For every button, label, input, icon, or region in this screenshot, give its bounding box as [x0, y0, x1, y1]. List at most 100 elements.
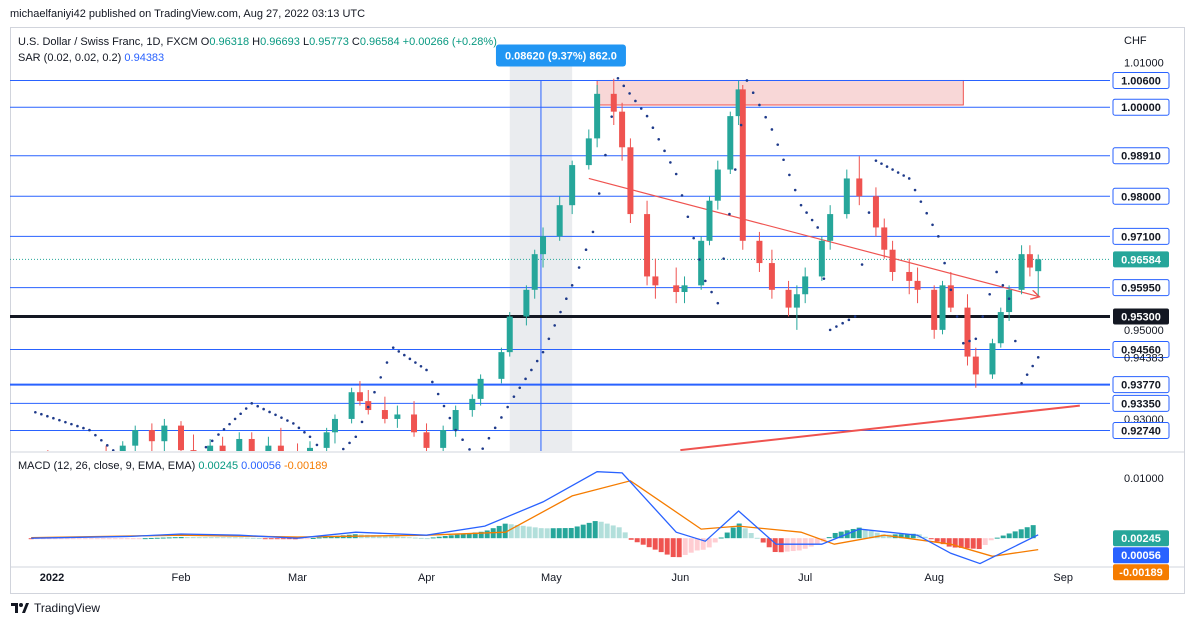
measure-label: 0.08620 (9.37%) 862.0 — [495, 44, 626, 67]
macd-hist-bar — [514, 525, 520, 539]
sar-dot — [805, 211, 808, 214]
macd-hist-bar — [100, 538, 106, 540]
macd-hist-bar — [850, 528, 856, 539]
macd-hist-bar — [658, 538, 664, 553]
macd-hist-bar — [226, 537, 232, 539]
candle-body — [889, 249, 896, 272]
candle — [452, 405, 459, 437]
sar-dot — [1014, 339, 1017, 343]
sar-dot — [397, 350, 401, 353]
macd-hist-bar — [778, 538, 784, 553]
candle — [585, 129, 592, 170]
macd-hist-bar — [484, 530, 490, 539]
sar-dot — [891, 168, 894, 171]
sar-dot — [860, 263, 864, 266]
macd-hist-bar — [292, 538, 298, 540]
candle-body — [265, 445, 272, 451]
macd-hist-bar — [154, 537, 160, 539]
candle-body — [610, 93, 617, 112]
publisher-line: michaelfaniyi42 published on TradingView… — [10, 8, 366, 20]
macd-hist-bar — [442, 536, 448, 539]
macd-hist-bar — [970, 538, 976, 549]
sar-dot — [716, 301, 720, 305]
macd-hist-bar — [538, 528, 544, 539]
level-badge: 0.93770 — [1112, 376, 1170, 394]
sar-dot — [565, 297, 568, 300]
sar-dot — [419, 364, 423, 368]
candle-body — [394, 414, 401, 419]
macd-hist-bar — [580, 524, 586, 539]
sar-dot — [303, 430, 306, 434]
sar-dot — [142, 466, 145, 469]
macd-hist-bar — [880, 534, 886, 539]
sar-dot — [442, 404, 446, 408]
sar-dot — [1020, 382, 1023, 385]
candle — [972, 347, 979, 388]
sar-dot — [745, 79, 749, 82]
sar-dot — [239, 412, 242, 416]
sar-dot — [124, 459, 127, 462]
macd-hist-bar — [436, 536, 442, 539]
macd-hist-bar — [310, 538, 316, 540]
macd-hist-bar — [946, 538, 952, 547]
sar-dot — [902, 174, 905, 177]
sar-dot — [788, 173, 791, 177]
candle — [74, 452, 80, 481]
candle-body — [323, 432, 330, 448]
macd-hist-bar — [1006, 533, 1012, 539]
sar-dot — [148, 467, 151, 470]
open-label: O — [200, 36, 210, 48]
candle — [411, 401, 418, 437]
macd-hist-bar — [586, 522, 592, 539]
candle — [47, 450, 49, 451]
sar-dot — [751, 91, 755, 95]
macd-hist-bar — [148, 537, 154, 539]
macd-hist-bar — [664, 538, 670, 555]
sar-dot — [622, 84, 626, 88]
sar-dot — [262, 407, 265, 411]
sar-dot — [634, 99, 637, 103]
sar-dot — [919, 200, 923, 203]
candle-body — [28, 463, 34, 472]
candle-body — [1006, 289, 1013, 313]
level-badge-bg — [1112, 394, 1170, 412]
tradingview-logo[interactable]: TradingView — [10, 601, 100, 615]
macd-hist-bar — [376, 535, 382, 539]
candle-body — [881, 227, 888, 250]
macd-hist-bar — [910, 533, 916, 539]
macd-hist-bar — [568, 527, 574, 539]
macd-hist-bar — [268, 538, 274, 540]
macd-hist-bar — [178, 536, 184, 539]
macd-hist-bar — [256, 538, 262, 540]
sar-dot — [799, 203, 803, 207]
macd-hist-bar — [190, 537, 196, 539]
macd-hist-bar — [766, 538, 772, 548]
candle-body — [498, 352, 505, 379]
sar-dot — [570, 284, 574, 287]
candle — [1026, 245, 1033, 277]
candle-body — [914, 280, 921, 290]
sar-dot — [186, 465, 189, 468]
candle — [1006, 285, 1013, 321]
macd-legend: MACD (12, 26, close, 9, EMA, EMA) 0.0024… — [18, 460, 327, 472]
macd-signal-badge-text: -0.00189 — [1119, 567, 1162, 579]
sar-dot — [461, 438, 464, 442]
candle-body — [1026, 254, 1033, 268]
sar-dot — [524, 377, 527, 381]
level-badge-text: 0.92740 — [1121, 426, 1161, 438]
macd-hist-bar — [1000, 535, 1006, 539]
sar-dot — [256, 404, 259, 408]
sar-dot — [76, 424, 79, 428]
sar-dot — [686, 215, 690, 219]
sar-dot — [403, 353, 406, 357]
macd-hist-bar — [760, 538, 766, 543]
sar-dot — [111, 449, 115, 451]
candle — [394, 405, 401, 428]
candle-body — [178, 425, 184, 451]
candle — [673, 267, 680, 304]
level-badge: 0.97100 — [1112, 227, 1170, 245]
sar-dot — [853, 315, 857, 318]
macd-label: MACD (12, 26, close, 9, EMA, EMA) — [18, 460, 196, 472]
sar-dot — [493, 426, 497, 430]
